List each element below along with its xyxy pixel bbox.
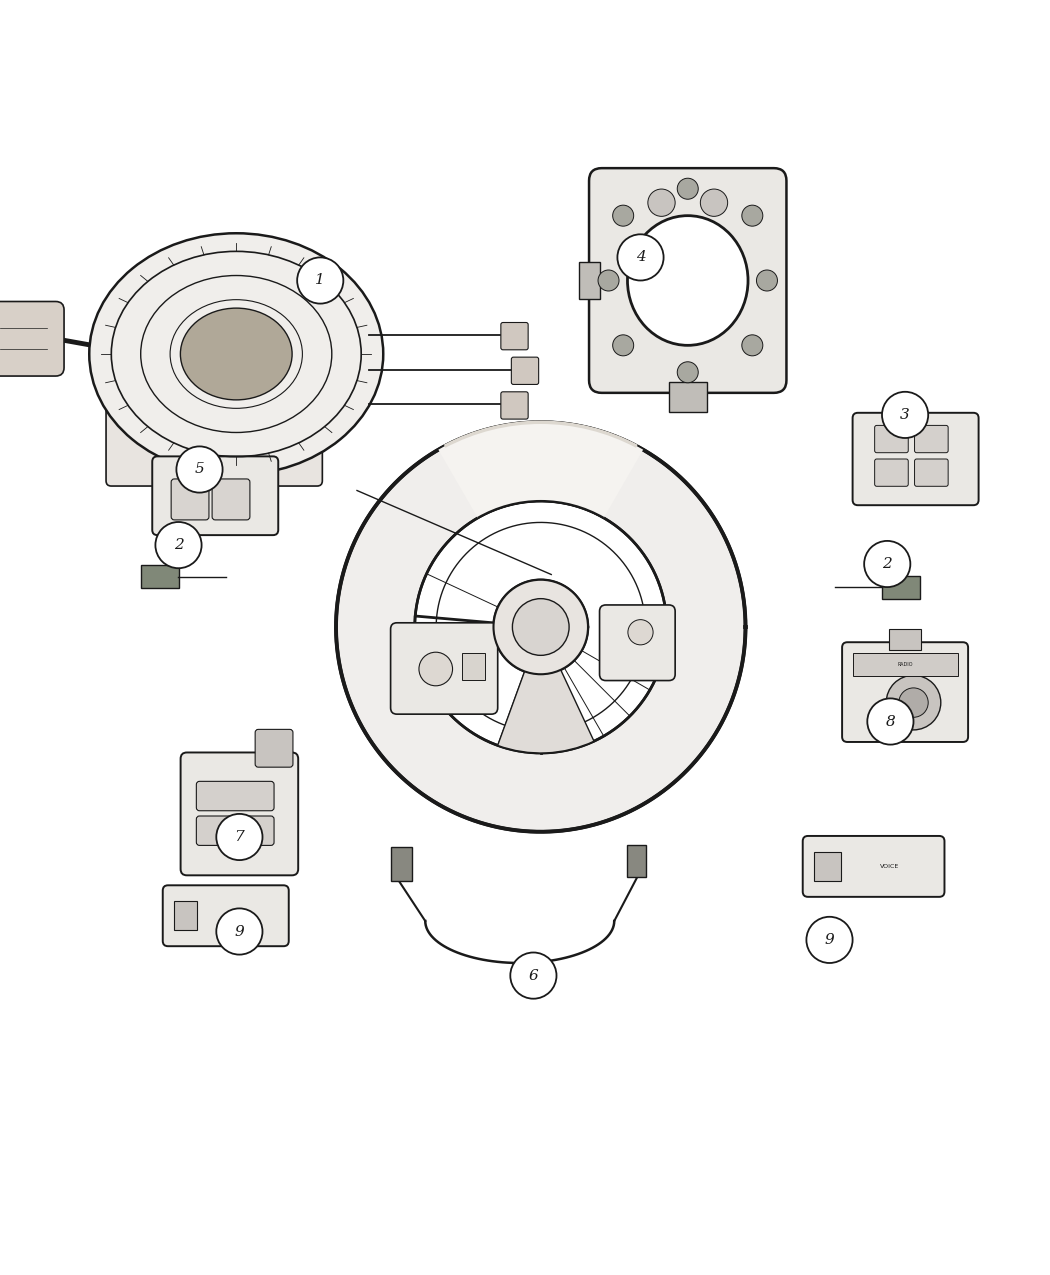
- FancyBboxPatch shape: [0, 301, 64, 376]
- FancyBboxPatch shape: [196, 782, 274, 811]
- FancyBboxPatch shape: [915, 426, 948, 453]
- Text: AWD: AWD: [180, 473, 192, 478]
- FancyBboxPatch shape: [181, 752, 298, 876]
- Circle shape: [613, 205, 634, 226]
- Bar: [889, 629, 921, 649]
- FancyBboxPatch shape: [842, 643, 968, 742]
- Circle shape: [216, 813, 262, 861]
- Text: 2: 2: [173, 538, 184, 552]
- FancyBboxPatch shape: [391, 622, 498, 714]
- Text: 4: 4: [635, 250, 646, 264]
- FancyBboxPatch shape: [501, 391, 528, 419]
- Bar: [853, 653, 958, 676]
- Circle shape: [648, 189, 675, 217]
- Text: RADIO: RADIO: [898, 662, 912, 667]
- Ellipse shape: [89, 233, 383, 474]
- Bar: [669, 382, 707, 412]
- FancyBboxPatch shape: [600, 604, 675, 681]
- FancyBboxPatch shape: [163, 885, 289, 946]
- Circle shape: [494, 580, 588, 674]
- Circle shape: [741, 205, 762, 226]
- Bar: [579, 261, 600, 300]
- Circle shape: [617, 235, 664, 280]
- Circle shape: [756, 270, 777, 291]
- Text: 9: 9: [824, 933, 835, 947]
- FancyBboxPatch shape: [875, 426, 908, 453]
- Circle shape: [700, 189, 728, 217]
- Circle shape: [806, 917, 853, 963]
- Circle shape: [741, 335, 762, 356]
- Circle shape: [867, 699, 914, 745]
- FancyBboxPatch shape: [511, 357, 539, 385]
- Text: 2: 2: [882, 557, 892, 571]
- Circle shape: [677, 362, 698, 382]
- Circle shape: [864, 541, 910, 587]
- Text: 7: 7: [234, 830, 245, 844]
- FancyBboxPatch shape: [212, 479, 250, 520]
- FancyBboxPatch shape: [915, 459, 948, 486]
- Bar: [141, 565, 179, 588]
- Circle shape: [628, 620, 653, 645]
- Circle shape: [613, 335, 634, 356]
- Circle shape: [216, 908, 262, 955]
- FancyBboxPatch shape: [255, 729, 293, 768]
- Text: 1: 1: [315, 274, 326, 287]
- Circle shape: [297, 258, 343, 303]
- Circle shape: [882, 391, 928, 439]
- FancyBboxPatch shape: [853, 413, 979, 505]
- Circle shape: [510, 952, 556, 998]
- FancyBboxPatch shape: [875, 459, 908, 486]
- FancyBboxPatch shape: [196, 816, 274, 845]
- Circle shape: [899, 688, 928, 718]
- Bar: [174, 901, 197, 931]
- Circle shape: [886, 676, 941, 729]
- Text: 5: 5: [194, 463, 205, 477]
- FancyBboxPatch shape: [802, 836, 945, 896]
- Bar: [627, 845, 646, 877]
- Bar: [882, 575, 920, 599]
- FancyBboxPatch shape: [171, 479, 209, 520]
- Text: LHF: LHF: [228, 913, 240, 918]
- Text: 9: 9: [234, 924, 245, 938]
- Bar: [815, 852, 840, 881]
- Text: 3: 3: [900, 408, 910, 422]
- Text: VOICE: VOICE: [880, 864, 899, 868]
- FancyBboxPatch shape: [106, 372, 322, 486]
- Ellipse shape: [181, 309, 292, 400]
- FancyBboxPatch shape: [501, 323, 528, 349]
- FancyBboxPatch shape: [152, 456, 278, 536]
- Circle shape: [512, 599, 569, 655]
- Text: 8: 8: [885, 714, 896, 728]
- Circle shape: [419, 653, 453, 686]
- Circle shape: [677, 179, 698, 199]
- Ellipse shape: [415, 501, 667, 754]
- Bar: [391, 848, 412, 881]
- FancyBboxPatch shape: [589, 168, 786, 393]
- Ellipse shape: [628, 215, 748, 346]
- Bar: [462, 653, 485, 680]
- Circle shape: [155, 521, 202, 569]
- Circle shape: [598, 270, 620, 291]
- Wedge shape: [439, 422, 643, 518]
- Ellipse shape: [336, 422, 746, 831]
- Wedge shape: [498, 627, 594, 754]
- Circle shape: [176, 446, 223, 492]
- Text: 6: 6: [528, 969, 539, 983]
